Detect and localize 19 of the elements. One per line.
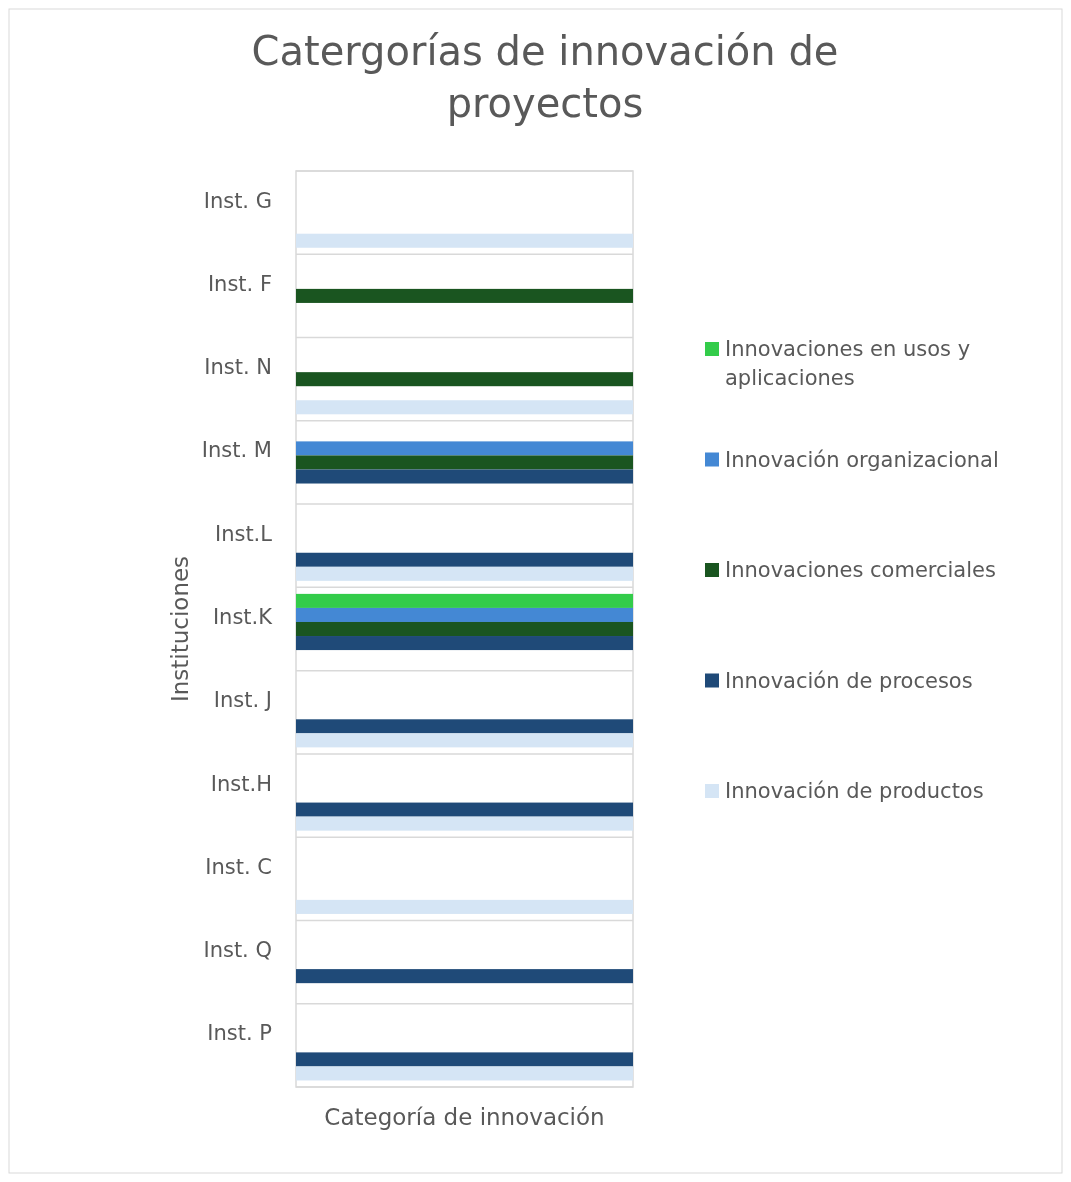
y-tick-label: Inst. J xyxy=(213,688,272,713)
chart-title: Catergorías de innovación de proyectos xyxy=(251,28,839,126)
legend-label: Innovaciones en usos y aplicaciones xyxy=(725,337,971,390)
legend-label: Innovaciones comerciales xyxy=(725,558,996,582)
y-tick-label: Inst. M xyxy=(201,438,272,463)
legend-label: Innovación organizacional xyxy=(725,447,999,472)
y-tick-label: Inst. C xyxy=(205,854,272,879)
y-tick-label: Inst. N xyxy=(204,355,272,380)
y-tick-label: Inst. Q xyxy=(203,938,272,963)
y-tick-label: Inst. F xyxy=(207,271,272,296)
legend-label: Innovación de procesos xyxy=(725,668,973,693)
y-tick-label: Inst.H xyxy=(210,771,272,796)
y-tick-label: Inst.L xyxy=(214,521,273,546)
y-tick-label: Inst. G xyxy=(203,188,272,213)
y-tick-label: Inst. P xyxy=(207,1021,272,1046)
x-axis-title: Categoría de innovación xyxy=(324,1104,605,1130)
y-tick-label: Inst.K xyxy=(212,605,274,629)
y-axis-title: Instituciones xyxy=(167,555,193,703)
legend-label: Innovación de productos xyxy=(725,779,984,803)
